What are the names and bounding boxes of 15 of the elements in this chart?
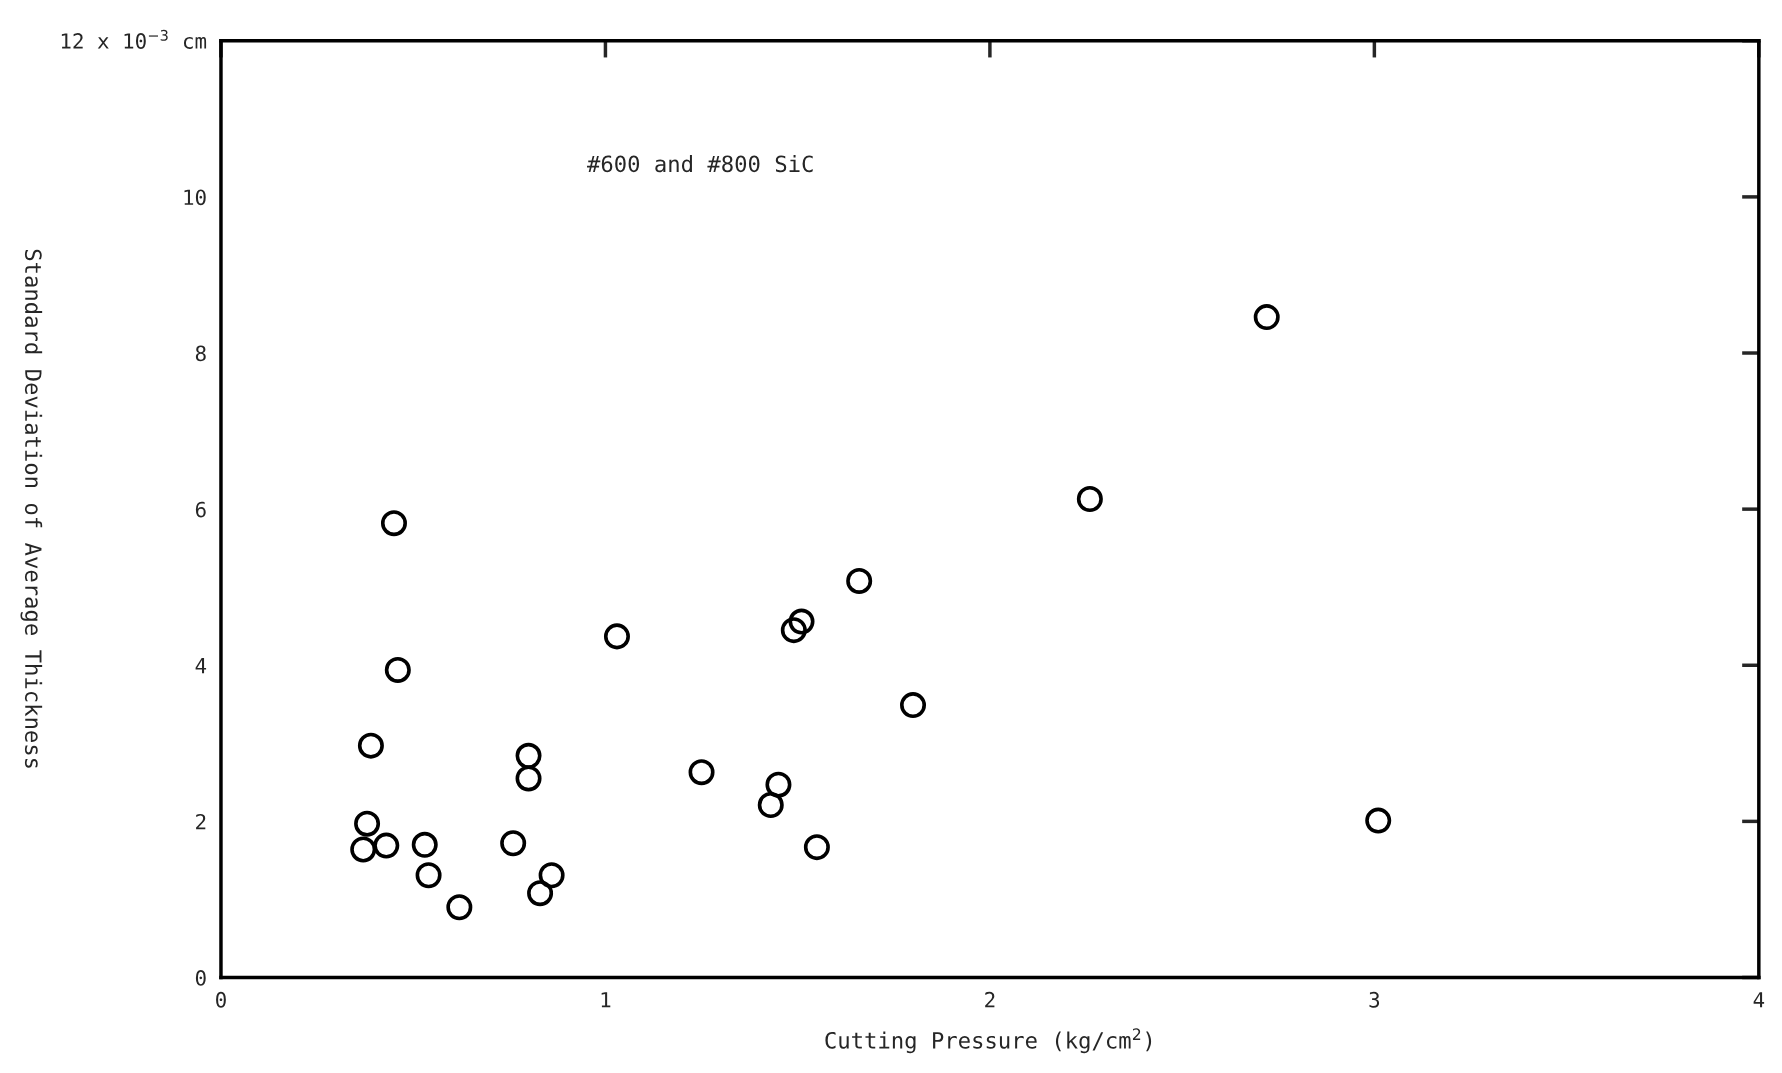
y-axis-title: Standard Deviation of Average Thickness — [20, 249, 43, 768]
y-tick-label: 0 — [195, 970, 206, 986]
x-axis-title: Cutting Pressure (kg/cm$^{2}$) — [825, 1028, 1152, 1054]
y-tick-label: 6 — [195, 501, 206, 518]
x-tick-label: 1 — [601, 992, 611, 1008]
y-tick-label: 10 — [184, 189, 206, 206]
annotation: #600 and #800 SiC — [587, 155, 813, 173]
y-tick-label: 2 — [196, 813, 206, 830]
y-tick-label: 8 — [195, 345, 206, 362]
x-tick-label: 3 — [1369, 991, 1380, 1008]
x-tick-label: 4 — [1753, 992, 1765, 1008]
x-tick-label: 2 — [985, 991, 995, 1008]
x-tick-label: 0 — [216, 991, 226, 1008]
y-tick-label: 4 — [195, 658, 207, 674]
y-tick-label: 12 x 10$^{−3}$ cm — [61, 29, 207, 49]
